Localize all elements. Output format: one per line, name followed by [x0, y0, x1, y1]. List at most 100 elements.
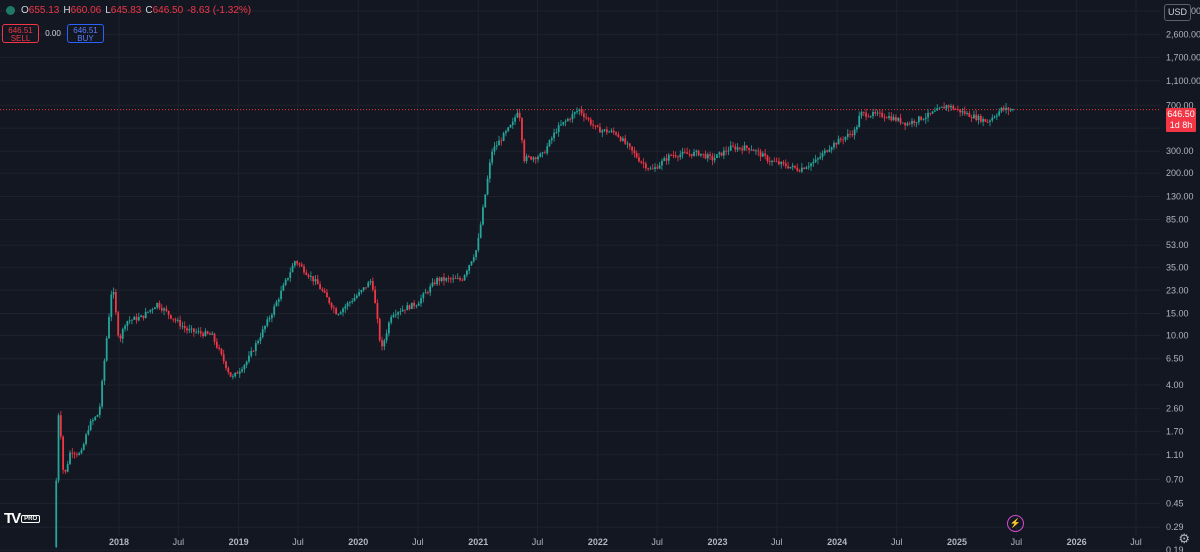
candle-body	[851, 134, 854, 136]
candle-body	[853, 129, 856, 136]
candle-body	[433, 282, 436, 285]
candle-body	[865, 112, 868, 117]
x-tick-label: Jul	[771, 537, 783, 547]
candle-body	[85, 434, 87, 445]
candle-body	[119, 335, 122, 339]
candle-body	[718, 152, 721, 155]
candle-body	[330, 303, 333, 308]
candle-body	[580, 109, 583, 114]
y-tick-label: 2.60	[1166, 403, 1184, 413]
candle-body	[973, 114, 975, 119]
candle-body	[899, 118, 902, 123]
candle-body	[280, 290, 282, 300]
candle-body	[874, 112, 877, 114]
sell-button[interactable]: 646.51 SELL	[2, 24, 39, 43]
candle-body	[881, 112, 884, 117]
candle-body	[505, 131, 507, 134]
candle-body	[585, 117, 588, 119]
candle-body	[599, 126, 601, 133]
candle-body	[534, 157, 537, 160]
candle-body	[236, 372, 239, 374]
candle-body	[62, 436, 65, 470]
candle-body	[75, 454, 78, 455]
candle-body	[443, 277, 445, 281]
candle-body	[810, 163, 812, 167]
candle-body	[716, 154, 718, 159]
candle-body	[422, 293, 425, 299]
symbol-status-icon	[6, 6, 15, 15]
candle-body	[539, 153, 542, 157]
price-axis: 4,000.002,600.001,700.001,100.00700.0046…	[1166, 6, 1200, 552]
candle-body	[282, 284, 285, 291]
candle-body	[989, 120, 991, 122]
candle-body	[828, 149, 831, 152]
candle-body	[885, 117, 888, 119]
candle-body	[842, 139, 845, 141]
candle-body	[700, 153, 702, 156]
gear-icon[interactable]: ⚙	[1178, 531, 1190, 546]
candle-body	[993, 116, 996, 118]
candle-body	[87, 429, 90, 435]
candle-body	[342, 308, 344, 313]
candle-body	[706, 154, 709, 159]
candle-body	[934, 110, 936, 112]
candle-body	[888, 116, 890, 119]
candle-body	[573, 112, 576, 115]
candle-body	[131, 319, 133, 321]
candle-body	[378, 318, 381, 341]
candle-body	[454, 278, 457, 280]
candle-body	[502, 133, 505, 141]
candle-body	[390, 316, 393, 323]
candle-body	[509, 124, 512, 128]
candle-body	[493, 146, 496, 152]
candle-body	[688, 153, 691, 155]
candle-body	[787, 166, 789, 169]
candle-body	[284, 279, 287, 285]
candle-body	[940, 106, 943, 108]
candle-body	[270, 314, 273, 319]
candle-body	[213, 333, 216, 342]
candle-body	[603, 129, 606, 131]
candle-body	[105, 338, 108, 361]
candle-body	[890, 116, 893, 121]
candle-body	[365, 287, 367, 289]
candle-body	[814, 159, 817, 162]
y-tick-label: 1.10	[1166, 450, 1184, 460]
candle-body	[195, 331, 198, 333]
candle-body	[1000, 107, 1003, 112]
currency-selector[interactable]: USD	[1164, 4, 1191, 21]
y-tick-label: 23.00	[1166, 285, 1189, 295]
candle-body	[656, 167, 659, 169]
candle-body	[649, 168, 652, 170]
candle-body	[486, 178, 489, 195]
candle-body	[922, 119, 925, 120]
candle-body	[381, 340, 383, 347]
buy-button[interactable]: 646.51 BUY	[67, 24, 104, 43]
candle-body	[438, 278, 441, 282]
candle-body	[878, 112, 881, 114]
candle-body	[929, 112, 932, 114]
candle-body	[778, 161, 780, 165]
candle-body	[362, 287, 365, 291]
y-tick-label: 1,700.00	[1166, 52, 1200, 62]
lightning-icon[interactable]: ⚡	[1007, 515, 1024, 532]
x-tick-label: Jul	[292, 537, 304, 547]
candle-body	[227, 368, 230, 373]
candle-body	[431, 282, 434, 287]
x-tick-label: 2022	[588, 537, 608, 547]
candle-body	[624, 138, 627, 144]
candle-body	[633, 150, 636, 154]
candle-body	[71, 452, 74, 454]
candle-body	[904, 122, 907, 126]
candle-body	[911, 120, 913, 124]
x-tick-label: Jul	[1011, 537, 1023, 547]
x-tick-label: Jul	[1130, 537, 1142, 547]
candle-body	[991, 117, 994, 121]
candle-body	[807, 166, 810, 168]
candle-body	[309, 276, 312, 277]
candle-body	[112, 292, 115, 295]
candle-body	[153, 307, 156, 310]
candle-body	[273, 306, 276, 315]
candle-body	[482, 207, 484, 225]
